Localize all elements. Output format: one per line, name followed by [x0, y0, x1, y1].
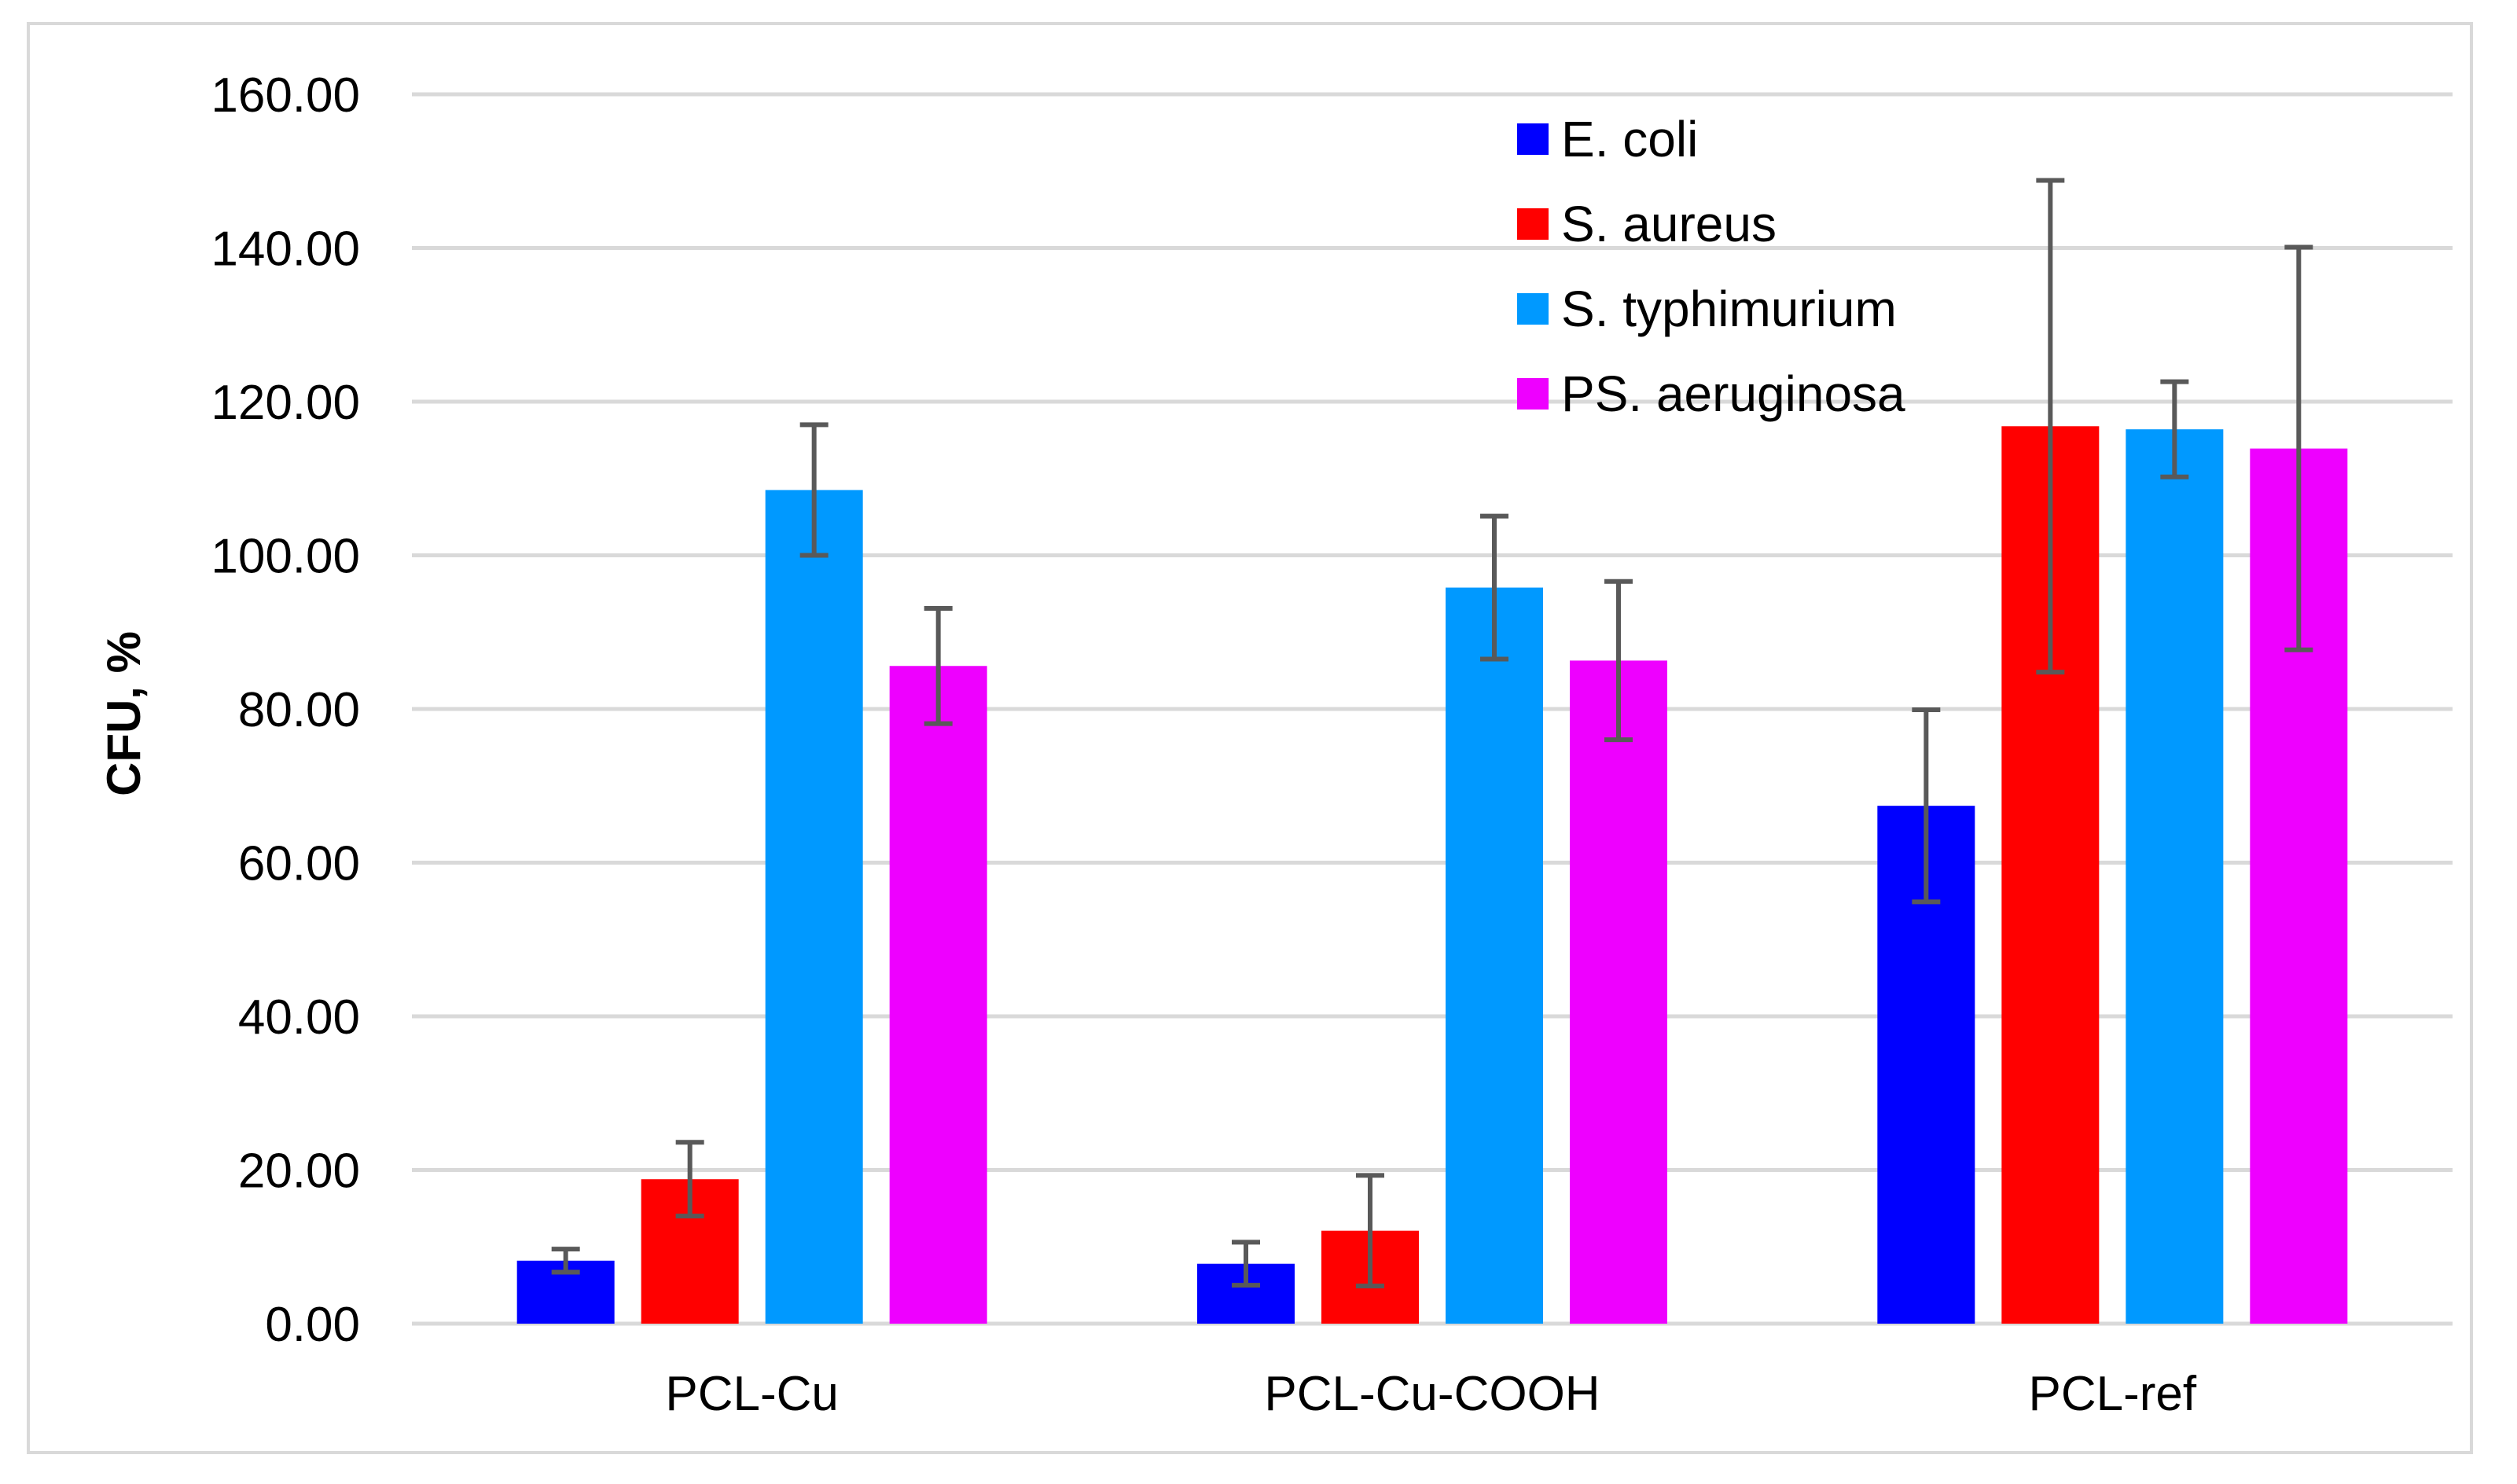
bar-3-2: [1446, 587, 1543, 1324]
error-bar: [799, 422, 829, 558]
y-tick-label: 140.00: [211, 222, 360, 277]
legend-swatch: [1517, 293, 1549, 325]
x-category-label: PCL-Cu-COOH: [1264, 1367, 1600, 1421]
x-category-label: PCL-ref: [2029, 1367, 2197, 1421]
bar-4-2: [1570, 660, 1667, 1324]
error-bar: [1604, 579, 1633, 743]
bar-3-1: [765, 490, 863, 1324]
legend: E. coli S. aureus S. typhimurium PS. aerugi…: [1517, 111, 1905, 422]
error-bar: [2284, 244, 2313, 652]
legend-label: E. coli: [1561, 111, 1698, 167]
y-axis-title: CFU, %: [97, 631, 150, 796]
error-bar: [924, 605, 953, 726]
y-tick-label: 0.00: [265, 1298, 360, 1352]
error-bar: [1356, 1173, 1384, 1289]
y-tick-label: 160.00: [211, 68, 360, 123]
error-bar: [1912, 707, 1941, 905]
y-tick-label: 40.00: [238, 990, 360, 1045]
legend-label: S. aureus: [1561, 196, 1777, 252]
error-bar: [551, 1247, 580, 1275]
y-tick-label: 120.00: [211, 376, 360, 430]
legend-swatch: [1517, 123, 1549, 155]
error-bars: [551, 178, 2313, 1289]
bars: [516, 426, 2348, 1324]
bar-3-3: [2126, 429, 2224, 1324]
x-axis-categories: PCL-Cu PCL-Cu-COOH PCL-ref: [665, 1367, 2197, 1421]
y-tick-label: 100.00: [211, 530, 360, 584]
bar-4-1: [889, 666, 987, 1324]
legend-swatch: [1517, 378, 1549, 410]
legend-label: PS. aeruginosa: [1561, 365, 1905, 422]
error-bar: [675, 1140, 704, 1219]
x-category-label: PCL-Cu: [665, 1367, 839, 1421]
error-bar: [2036, 178, 2065, 675]
gridlines: [412, 92, 2453, 1326]
error-bar: [1232, 1240, 1260, 1288]
y-tick-label: 60.00: [238, 837, 360, 891]
y-axis-ticks: 0.00 20.00 40.00 60.00 80.00 100.00 120.00 140.…: [211, 68, 360, 1352]
legend-swatch: [1517, 208, 1549, 240]
y-tick-label: 80.00: [238, 683, 360, 737]
error-bar: [1480, 513, 1508, 662]
legend-label: S. typhimurium: [1561, 281, 1897, 337]
y-tick-label: 20.00: [238, 1144, 360, 1199]
error-bar: [2160, 379, 2189, 479]
